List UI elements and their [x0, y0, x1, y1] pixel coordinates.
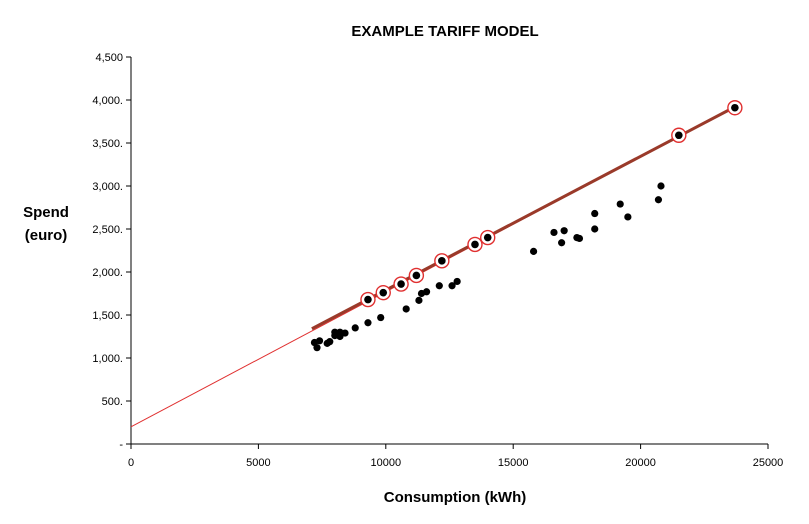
x-tick-labels: 0 5000 10000 15000 20000 25000	[128, 444, 783, 469]
data-point	[336, 332, 344, 341]
highlighted-points	[360, 100, 743, 308]
data-point	[326, 338, 334, 346]
axes	[130, 57, 768, 445]
chart-title: EXAMPLE TARIFF MODEL	[351, 23, 538, 40]
x-tick-label: 5000	[246, 457, 270, 469]
y-tick-label: 500.	[102, 396, 123, 408]
highlighted-point	[731, 103, 739, 112]
x-tick-label: 25000	[753, 457, 784, 469]
highlighted-point	[364, 295, 372, 304]
y-tick-label: 4,000.	[92, 95, 123, 107]
data-point	[415, 296, 423, 304]
y-tick-label: 3,000.	[92, 181, 123, 193]
data-point	[422, 288, 431, 296]
highlighted-point	[379, 288, 388, 297]
x-axis-title: Consumption (kWh)	[384, 489, 526, 506]
y-tick-label: 1,500.	[92, 310, 123, 322]
data-point	[616, 200, 624, 208]
highlighted-point	[438, 257, 446, 265]
x-tick-label: 20000	[625, 457, 656, 469]
data-point	[402, 305, 410, 313]
data-point	[364, 319, 372, 327]
x-tick-label: 0	[128, 457, 134, 469]
x-tick-label: 15000	[498, 457, 529, 469]
data-point	[529, 247, 538, 255]
data-points	[310, 182, 665, 352]
highlighted-point	[412, 271, 421, 280]
y-tick-label: 1,000.	[92, 353, 123, 365]
y-axis-title-line-2: (euro)	[25, 227, 68, 244]
lines	[130, 105, 736, 428]
data-point	[453, 277, 461, 286]
data-point	[351, 324, 359, 332]
data-point	[654, 196, 663, 204]
data-point	[377, 313, 385, 322]
highlighted-point	[397, 280, 405, 288]
y-axis-title-line-1: Spend	[23, 204, 69, 221]
y-tick-label: 4,500	[95, 52, 123, 64]
y-tick-label: 3,500.	[92, 138, 123, 150]
data-point	[448, 282, 456, 290]
x-tick-label: 10000	[371, 457, 402, 469]
data-point	[558, 239, 566, 247]
fit-line	[311, 105, 736, 331]
y-tick-label: 2,000.	[92, 267, 123, 279]
y-tick-label: -	[119, 439, 123, 451]
data-point	[591, 225, 599, 233]
data-point	[657, 182, 665, 190]
data-point	[550, 228, 558, 237]
highlighted-point	[483, 233, 492, 242]
data-point	[560, 227, 568, 235]
highlighted-point	[675, 131, 683, 140]
data-point	[315, 337, 324, 345]
data-point	[341, 329, 349, 337]
data-point	[591, 209, 599, 218]
y-tick-label: 2,500.	[92, 224, 123, 236]
data-point	[435, 282, 443, 290]
data-point	[313, 344, 321, 352]
data-point	[624, 213, 632, 221]
highlighted-point	[471, 240, 479, 249]
y-tick-labels: - 500. 1,000. 1,500. 2,000. 2,500. 3,000. 3,500…	[92, 52, 131, 451]
data-point	[575, 234, 584, 243]
data-point	[331, 328, 339, 336]
